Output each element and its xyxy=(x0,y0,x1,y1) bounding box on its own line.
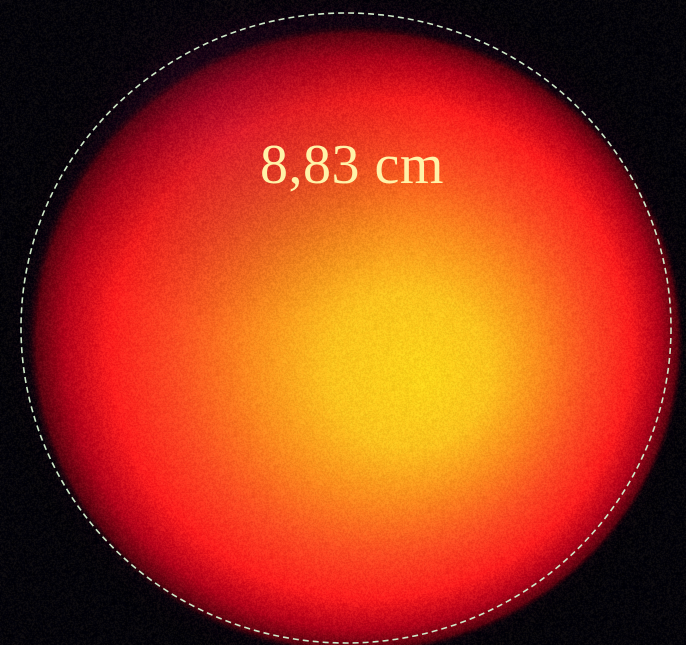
dashed-measurement-circle xyxy=(20,12,672,644)
diameter-label: 8,83 cm xyxy=(260,134,444,196)
